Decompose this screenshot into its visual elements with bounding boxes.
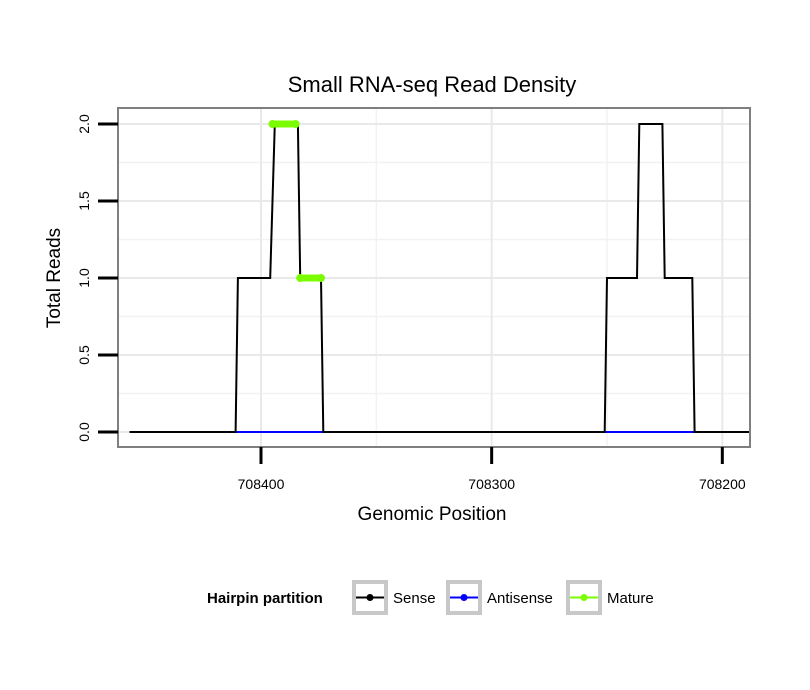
x-tick-label: 708300 <box>468 476 515 492</box>
x-tick-label: 708400 <box>238 476 285 492</box>
plot-panel: 0.0 0.5 1.0 1.5 2.0 708400 708300 708200 <box>76 107 751 492</box>
mature-point <box>291 120 300 128</box>
legend-key-point <box>580 594 588 601</box>
legend-label: Mature <box>607 590 654 607</box>
y-tick-label: 1.5 <box>76 191 92 211</box>
x-axis-title: Genomic Position <box>358 504 507 525</box>
sense-line <box>129 123 750 433</box>
y-tick-label: 0.0 <box>76 422 92 442</box>
mature-point <box>316 274 325 282</box>
y-axis-title: Total Reads <box>44 228 65 328</box>
legend-key-point <box>460 594 468 601</box>
x-tick-label: 708200 <box>699 476 746 492</box>
legend: Hairpin partition Sense Antisense Mature <box>207 580 654 615</box>
legend-key-point <box>366 594 374 601</box>
y-tick-label: 1.0 <box>76 268 92 288</box>
legend-label: Sense <box>393 590 436 607</box>
y-tick-label: 2.0 <box>76 114 92 134</box>
legend-label: Antisense <box>487 590 553 607</box>
legend-title: Hairpin partition <box>207 590 323 607</box>
chart-title: Small RNA-seq Read Density <box>288 72 577 97</box>
mature-point <box>296 274 305 282</box>
mature-point <box>268 120 277 128</box>
y-tick-label: 0.5 <box>76 345 92 365</box>
